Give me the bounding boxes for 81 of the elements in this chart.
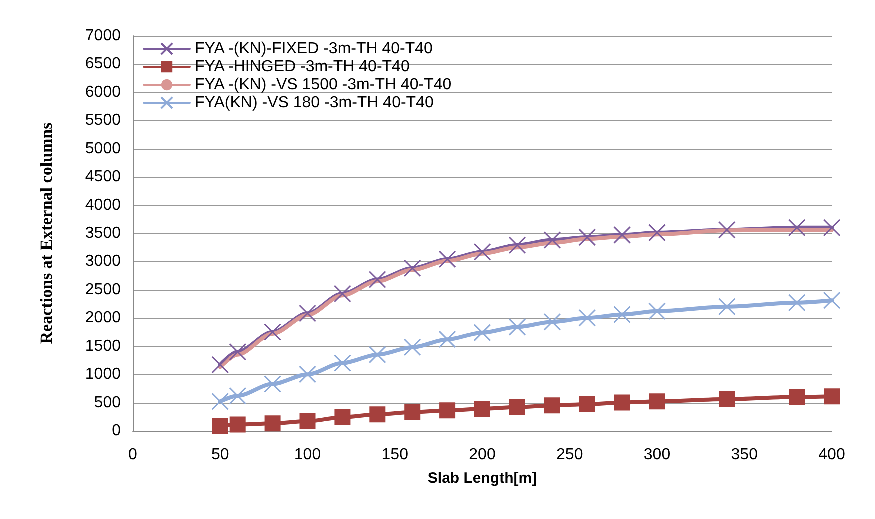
point: [544, 313, 562, 331]
legend-label: FYA -(KN) -VS 1500 -3m-TH 40-T40: [195, 76, 452, 94]
point: [508, 236, 526, 254]
legend-label: FYA(KN) -VS 180 -3m-TH 40-T40: [195, 94, 434, 112]
point: [440, 402, 456, 419]
point: [229, 343, 247, 361]
y-tick-label: 4000: [85, 196, 122, 214]
point: [212, 418, 228, 434]
point: [578, 228, 596, 246]
point: [649, 394, 666, 410]
point: [719, 391, 736, 408]
y-tick-label: 5000: [85, 140, 122, 158]
point: [823, 219, 841, 237]
y-tick-label: 4500: [85, 168, 122, 186]
point: [212, 356, 230, 374]
point: [438, 250, 456, 268]
point: [404, 404, 421, 420]
point: [299, 366, 316, 384]
point: [648, 224, 666, 242]
point: [404, 338, 422, 356]
point: [718, 298, 736, 316]
y-tick-label: 7000: [85, 28, 122, 44]
x-tick-label: 150: [382, 446, 409, 464]
x-tick-label: 350: [731, 446, 758, 464]
point: [788, 219, 806, 237]
y-tick-label: 5500: [85, 112, 122, 130]
point: [438, 330, 456, 348]
point: [509, 399, 526, 416]
point: [824, 388, 840, 405]
point: [578, 309, 596, 327]
point: [300, 413, 316, 430]
point: [614, 226, 632, 244]
y-tick-label: 6000: [85, 84, 122, 101]
x-tick-label: 400: [818, 446, 846, 464]
point: [368, 346, 386, 364]
point: [474, 400, 490, 417]
point: [788, 294, 806, 312]
point: [823, 292, 841, 310]
y-tick-label: 2000: [85, 310, 122, 327]
y-tick-label: 500: [94, 394, 122, 412]
x-tick-label: 50: [211, 446, 230, 464]
point: [614, 306, 632, 324]
point: [368, 271, 386, 289]
point: [334, 285, 352, 303]
point: [230, 416, 246, 433]
x-tick-label: 100: [294, 446, 322, 464]
point: [212, 392, 230, 410]
point: [370, 406, 386, 423]
y-tick-label: 1500: [85, 338, 122, 355]
point: [229, 387, 247, 405]
x-tick-label: 250: [556, 446, 584, 464]
point: [544, 232, 562, 250]
point: [264, 416, 281, 432]
y-axis-title: Reactions at External columns: [37, 122, 56, 344]
point: [614, 394, 630, 411]
point: [789, 389, 806, 406]
point: [508, 318, 526, 336]
x-axis-title: Slab Length[m]: [428, 470, 538, 487]
y-tick-label: 0: [112, 422, 122, 440]
y-tick-label: 1000: [85, 366, 122, 384]
legend-label: FYA -HINGED -3m-TH 40-T40: [195, 58, 410, 76]
x-tick-label: 300: [644, 446, 671, 464]
point: [334, 354, 352, 372]
point: [718, 221, 736, 239]
y-tick-label: 3500: [85, 225, 122, 242]
point: [299, 304, 316, 322]
y-tick-label: 6500: [85, 56, 122, 73]
x-tick-label: 200: [469, 446, 496, 464]
point: [264, 375, 282, 393]
point: [334, 409, 351, 426]
point: [544, 398, 560, 414]
point: [264, 324, 282, 341]
legend-label: FYA -(KN)-FIXED -3m-TH 40-T40: [195, 40, 434, 58]
point: [579, 396, 596, 412]
x-tick-label: 0: [128, 446, 138, 464]
point: [404, 260, 422, 278]
point: [648, 302, 666, 320]
point: [474, 324, 492, 342]
point: [474, 243, 492, 261]
y-tick-label: 3000: [85, 253, 122, 270]
y-tick-label: 2500: [85, 281, 122, 298]
